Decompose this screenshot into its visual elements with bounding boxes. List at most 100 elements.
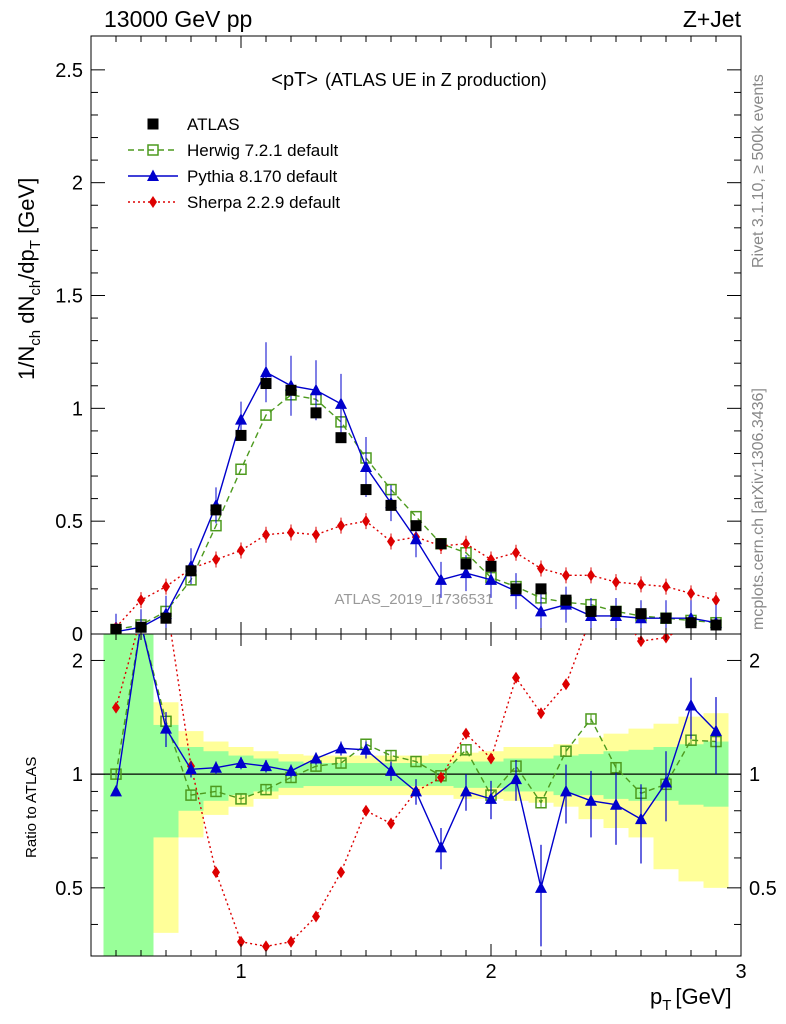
series-point-0: [310, 407, 322, 419]
series-point-0: [335, 432, 347, 444]
ratio-tick-label: 2: [72, 650, 83, 672]
series-point-0: [210, 504, 222, 516]
x-label-sub: T: [662, 997, 671, 1014]
y-label-part-0: 1/N: [14, 346, 39, 380]
ratio-point-1: [185, 789, 197, 801]
ratio-tick-label-right: 2: [749, 650, 760, 672]
ratio-point-2: [285, 764, 297, 776]
legend-marker-2: [147, 169, 159, 181]
plot-subtitle: (ATLAS UE in Z production): [325, 70, 547, 90]
series-point-0: [385, 499, 397, 511]
ratio-point-1: [385, 749, 397, 762]
legend-item-3: Sherpa 2.2.9 default: [128, 193, 340, 212]
series-point-0: [560, 594, 572, 606]
svg-text:1/Nch dNch/dpT [GeV]: 1/Nch dNch/dpT [GeV]: [14, 178, 44, 380]
band-stat-1: [128, 634, 154, 956]
rivet-label: Rivet 3.1.10, ≥ 500k events: [750, 74, 767, 268]
ratio-point-3: [312, 910, 320, 923]
y-tick-label: 0: [72, 624, 83, 646]
series-point-3: [687, 587, 695, 600]
series-point-0: [535, 583, 547, 595]
series-point-3: [637, 578, 645, 591]
legend-label-0: ATLAS: [187, 115, 240, 134]
band-stat-3: [178, 746, 204, 811]
ratio-point-3: [387, 817, 395, 830]
series-point-0: [660, 612, 672, 624]
ratio-point-2: [110, 784, 122, 797]
series-point-3: [287, 526, 295, 539]
legend: ATLAS Herwig 7.2.1 default Pythia 8.170 de…: [128, 115, 340, 212]
series-point-3: [612, 576, 620, 589]
legend-label-1: Herwig 7.2.1 default: [187, 141, 338, 160]
ratio-point-1: [460, 744, 472, 756]
series-point-0: [360, 484, 372, 496]
y-label-part-1: ch: [27, 330, 44, 346]
series-point-3: [562, 569, 570, 582]
series-point-3: [212, 553, 220, 566]
series-point-0: [710, 619, 722, 631]
ratio-point-1: [235, 793, 247, 805]
ratio-point-2: [235, 756, 247, 769]
ratio-series-3: [112, 634, 674, 953]
series-point-3: [712, 594, 720, 607]
y-label-part-4: /dp: [14, 249, 39, 280]
ratio-point-2: [560, 784, 572, 797]
ratio-point-2: [210, 761, 222, 773]
series-point-3: [137, 594, 145, 607]
ratio-series-layer: [110, 634, 722, 953]
series-point-0: [610, 605, 622, 617]
ratio-point-2: [435, 840, 447, 853]
mcplots-label: mcplots.cern.ch [arXiv:1306.3436]: [750, 388, 767, 630]
x-tick-label: 3: [735, 961, 746, 983]
ratio-point-2: [485, 792, 497, 804]
x-label-p: p: [650, 984, 662, 1009]
legend-item-0: ATLAS: [147, 115, 240, 134]
ratio-point-3: [212, 866, 220, 879]
legend-label-2: Pythia 8.170 default: [187, 167, 338, 186]
ratio-point-3: [562, 678, 570, 691]
y-tick-label: 2.5: [55, 60, 83, 82]
ratio-point-2: [585, 794, 597, 806]
series-point-3: [262, 528, 270, 541]
y-label-part-2: dN: [14, 296, 39, 330]
ratio-point-3: [112, 701, 120, 714]
legend-marker-3: [149, 196, 157, 208]
ratio-point-3: [237, 935, 245, 948]
ratio-point-3: [462, 727, 470, 740]
ratio-point-1: [110, 768, 122, 780]
ratio-point-3: [637, 635, 645, 648]
ratio-point-2: [310, 752, 322, 764]
y-tick-label: 1.5: [55, 286, 83, 308]
series-layer: [110, 342, 722, 634]
y-label-part-3: ch: [27, 280, 44, 296]
series-point-3: [337, 519, 345, 532]
ratio-point-3: [362, 804, 370, 817]
series-point-2: [535, 604, 547, 617]
legend-marker-1: [147, 144, 159, 156]
series-line-1: [115, 394, 717, 631]
series-point-2: [410, 532, 422, 545]
series-point-0: [285, 384, 297, 396]
ratio-point-3: [512, 671, 520, 684]
ratio-point-1: [335, 757, 347, 769]
ratio-point-2: [385, 764, 397, 776]
series-point-3: [362, 515, 370, 528]
series-point-0: [235, 429, 247, 441]
series-point-3: [512, 546, 520, 559]
y-tick-label: 1: [72, 398, 83, 420]
series-point-2: [435, 573, 447, 585]
ratio-point-2: [335, 741, 347, 754]
ratio-point-2: [535, 881, 547, 893]
ratio-point-3: [437, 771, 445, 784]
series-point-0: [260, 378, 272, 390]
ratio-point-2: [710, 724, 722, 737]
ratio-point-2: [410, 784, 422, 797]
ratio-point-1: [585, 713, 597, 725]
legend-item-2: Pythia 8.170 default: [128, 167, 338, 186]
series-point-2: [485, 573, 497, 585]
ratio-point-3: [262, 940, 270, 953]
y-tick-label: 2: [72, 173, 83, 195]
ratio-tick-label-right: 1: [749, 764, 760, 786]
ratio-point-3: [537, 707, 545, 720]
